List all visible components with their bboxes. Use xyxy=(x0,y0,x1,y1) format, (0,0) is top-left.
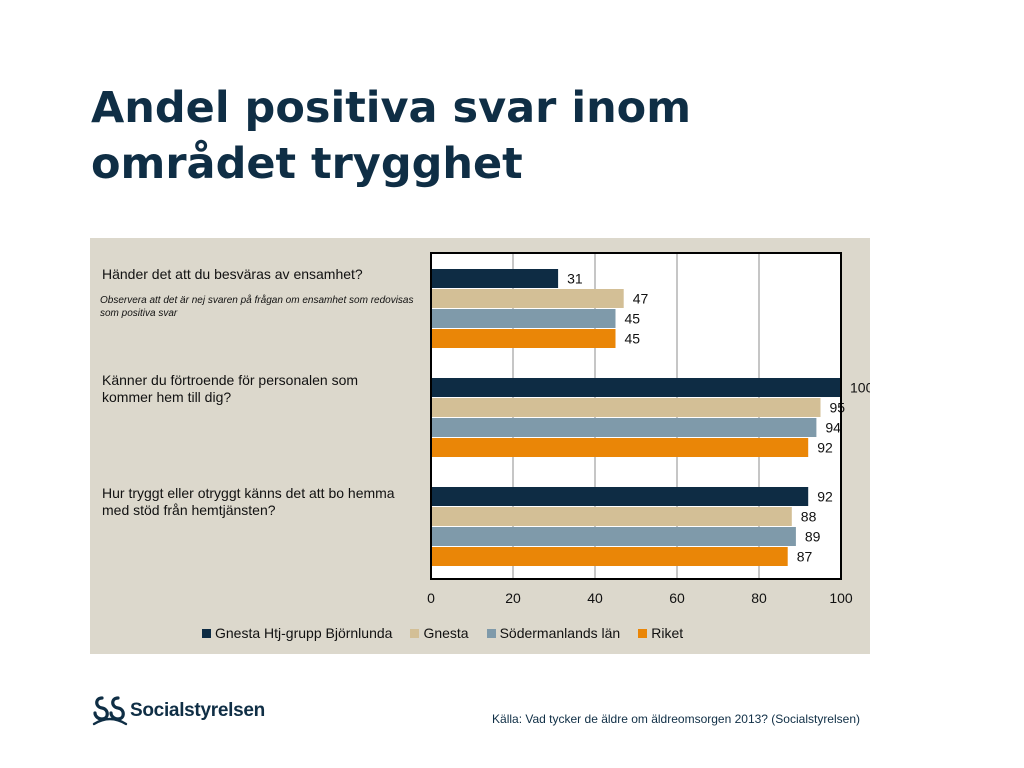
bar-riket-q1 xyxy=(431,329,616,348)
x-tick-label-100: 100 xyxy=(829,590,853,606)
data-label-gnesta-q2: 95 xyxy=(830,400,846,416)
x-tick-label-40: 40 xyxy=(587,590,603,606)
chart-panel: 31 47 45 45 100 95 94 92 92 88 89 87 0 20 40 60 80 100 Hä… xyxy=(90,238,870,654)
bar-sodermanland-q1 xyxy=(431,309,616,328)
legend-label-sodermanland: Södermanlands län xyxy=(499,625,621,641)
source-note: Källa: Vad tycker de äldre om äldreomsor… xyxy=(492,712,860,726)
x-tick-label-20: 20 xyxy=(505,590,521,606)
bar-gnesta-q2 xyxy=(431,398,821,417)
bar-gnesta-q1 xyxy=(431,289,624,308)
legend-swatch-gnesta xyxy=(410,628,420,638)
data-label-bjornlunda-q1: 31 xyxy=(567,271,583,287)
category-label-2: Känner du förtroende för personalen som … xyxy=(102,372,359,405)
data-label-riket-q2: 92 xyxy=(817,440,833,456)
legend-swatch-bjornlunda xyxy=(202,628,211,638)
bar-sodermanland-q3 xyxy=(431,527,796,546)
x-tick-label-0: 0 xyxy=(427,590,435,606)
logo-emblem-icon xyxy=(92,696,128,726)
data-label-sodermanland-q3: 89 xyxy=(805,529,821,545)
x-tick-label-60: 60 xyxy=(669,590,685,606)
category-label-3: Hur tryggt eller otryggt känns det att b… xyxy=(102,485,395,518)
bar-bjornlunda-q2 xyxy=(431,378,841,397)
legend-item-bjornlunda: Gnesta Htj-grupp Björnlunda xyxy=(202,625,392,641)
bar-bjornlunda-q1 xyxy=(431,269,559,288)
plot-border xyxy=(430,252,842,580)
legend-label-gnesta: Gnesta xyxy=(423,625,469,641)
chart-legend: Gnesta Htj-grupp Björnlunda Gnesta Söder… xyxy=(202,624,701,642)
data-label-gnesta-q1: 47 xyxy=(633,291,649,307)
legend-item-gnesta: Gnesta xyxy=(410,625,469,641)
data-label-gnesta-q3: 88 xyxy=(801,509,817,525)
socialstyrelsen-logo: Socialstyrelsen xyxy=(92,694,265,728)
legend-label-bjornlunda: Gnesta Htj-grupp Björnlunda xyxy=(215,625,393,641)
bar-riket-q2 xyxy=(431,438,809,457)
slide-title: Andel positiva svar inom området trygghe… xyxy=(91,83,692,189)
data-label-bjornlunda-q2: 100 xyxy=(850,380,870,396)
category-note-1: Observera att det är nej svaren på fråga… xyxy=(100,295,414,319)
x-tick-label-80: 80 xyxy=(751,590,767,606)
data-label-bjornlunda-q3: 92 xyxy=(817,489,833,505)
legend-item-riket: Riket xyxy=(638,625,683,641)
legend-item-sodermanland: Södermanlands län xyxy=(486,625,621,641)
data-label-sodermanland-q2: 94 xyxy=(825,420,841,436)
category-label-1: Händer det att du besväras av ensamhet? xyxy=(102,266,363,282)
legend-label-riket: Riket xyxy=(651,625,684,641)
data-label-riket-q1: 45 xyxy=(625,331,641,347)
bar-gnesta-q3 xyxy=(431,507,792,526)
bar-bjornlunda-q3 xyxy=(431,487,809,506)
data-label-sodermanland-q1: 45 xyxy=(625,311,641,327)
logo-text: Socialstyrelsen xyxy=(130,700,265,721)
legend-swatch-sodermanland xyxy=(486,628,496,638)
legend-swatch-riket xyxy=(638,628,648,638)
data-label-riket-q3: 87 xyxy=(797,549,813,565)
bar-riket-q3 xyxy=(431,547,788,566)
bar-sodermanland-q2 xyxy=(431,418,817,437)
